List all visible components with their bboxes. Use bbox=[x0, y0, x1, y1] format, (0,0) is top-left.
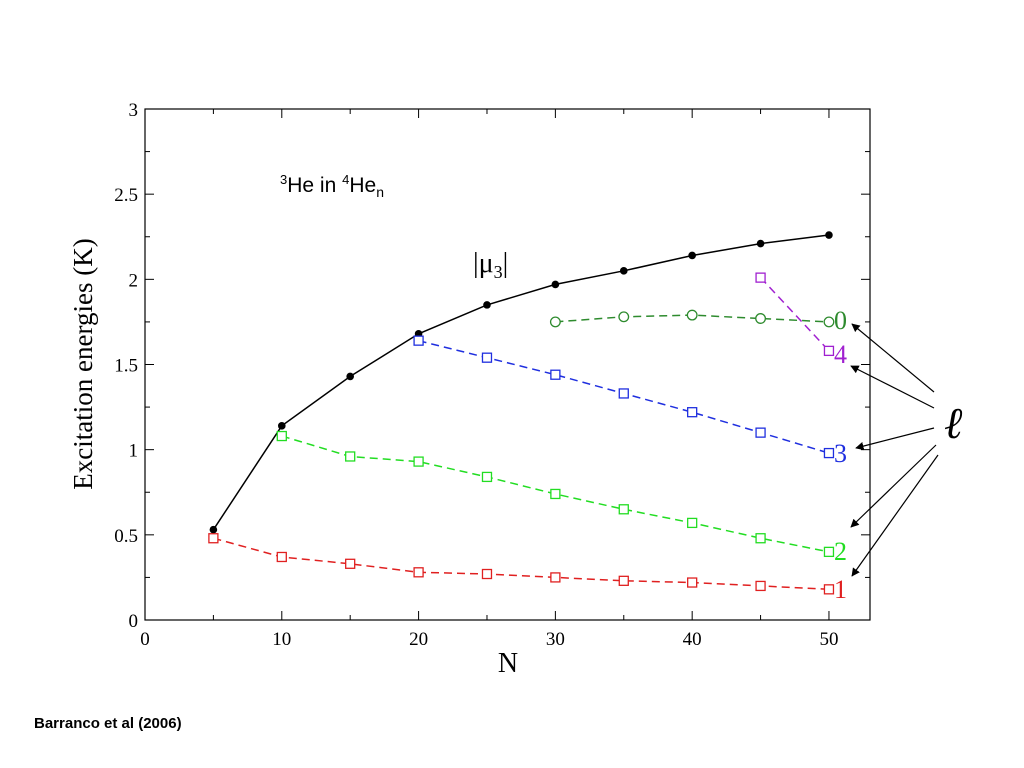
y-tick-label: 1.5 bbox=[114, 356, 138, 377]
arrow-to-0 bbox=[851, 323, 935, 393]
x-tick-label: 50 bbox=[819, 629, 838, 650]
x-tick-label: 0 bbox=[140, 629, 150, 650]
data-point bbox=[755, 580, 766, 592]
data-point bbox=[345, 451, 356, 462]
series-line bbox=[212, 234, 830, 531]
x-tick-label: 30 bbox=[546, 629, 565, 650]
mu3-bar-right: | bbox=[503, 248, 509, 279]
data-point bbox=[277, 422, 286, 430]
data-point bbox=[481, 568, 493, 580]
data-point bbox=[483, 301, 491, 309]
series-group bbox=[276, 430, 835, 558]
data-point bbox=[550, 369, 561, 380]
data-point bbox=[619, 267, 628, 275]
series-group bbox=[209, 231, 833, 534]
citation-caption: Barranco et al (2006) bbox=[34, 715, 182, 732]
data-point bbox=[823, 345, 835, 357]
series-group bbox=[549, 309, 835, 328]
data-point bbox=[618, 575, 629, 586]
annotation-iso3: 3 bbox=[280, 172, 287, 187]
y-tick-label: 0 bbox=[129, 611, 139, 632]
data-point bbox=[276, 551, 287, 563]
data-point bbox=[823, 546, 835, 558]
ell-arrows bbox=[850, 323, 939, 577]
data-point bbox=[550, 572, 561, 583]
series-label-0: 0 bbox=[834, 306, 847, 335]
annotation-sub: n bbox=[376, 184, 384, 200]
series-group bbox=[208, 533, 835, 595]
series-label-4: 4 bbox=[834, 340, 847, 369]
y-tick-label: 1 bbox=[129, 441, 139, 462]
data-point bbox=[549, 316, 561, 328]
data-point bbox=[413, 335, 424, 346]
mu3-mu: μ bbox=[479, 248, 494, 279]
data-point bbox=[618, 388, 629, 399]
data-point bbox=[481, 352, 493, 363]
data-point bbox=[755, 272, 766, 283]
x-tick-label: 40 bbox=[683, 629, 702, 650]
series-line bbox=[213, 537, 830, 591]
annotation-text1: He in bbox=[287, 174, 342, 197]
series-layer bbox=[208, 231, 835, 595]
mu3-bar-left: | bbox=[473, 248, 479, 279]
arrow-to-1 bbox=[851, 454, 939, 577]
data-point bbox=[345, 558, 356, 569]
ell-symbol: ℓ bbox=[944, 399, 963, 448]
series-label-1: 1 bbox=[834, 575, 847, 604]
data-point bbox=[618, 504, 629, 515]
arrow-to-3 bbox=[855, 427, 935, 451]
data-point bbox=[687, 517, 698, 529]
mu3-sub: 3 bbox=[494, 262, 503, 282]
data-point bbox=[823, 447, 835, 459]
data-point bbox=[755, 533, 766, 544]
data-point bbox=[618, 311, 630, 323]
annotation-text2: He bbox=[349, 174, 376, 197]
series-label-2: 2 bbox=[834, 537, 847, 566]
data-point bbox=[687, 577, 698, 588]
data-point bbox=[687, 407, 698, 418]
data-point bbox=[346, 372, 354, 381]
x-tick-label: 20 bbox=[409, 629, 428, 650]
data-point bbox=[688, 251, 696, 260]
label-mu3: |μ3| bbox=[473, 248, 508, 282]
arrow-to-4 bbox=[850, 365, 935, 409]
data-point bbox=[755, 427, 766, 438]
series-line bbox=[760, 277, 830, 352]
arrow-to-2 bbox=[850, 444, 937, 528]
data-point bbox=[823, 316, 835, 328]
data-point bbox=[209, 525, 218, 534]
annotation-iso4: 4 bbox=[342, 172, 349, 187]
data-point bbox=[550, 488, 561, 500]
data-point bbox=[756, 239, 765, 248]
y-tick-label: 3 bbox=[129, 100, 139, 121]
data-point bbox=[755, 313, 767, 324]
x-axis-title: N bbox=[498, 648, 518, 679]
data-point bbox=[481, 471, 493, 483]
data-point bbox=[551, 280, 560, 289]
data-point bbox=[413, 456, 424, 467]
data-point bbox=[686, 309, 698, 321]
y-tick-label: 2.5 bbox=[114, 185, 138, 206]
x-tick-label: 10 bbox=[272, 629, 291, 650]
series-group bbox=[413, 335, 835, 459]
data-point bbox=[823, 584, 835, 595]
data-point bbox=[276, 430, 287, 442]
chart-annotation: 3He in 4Hen bbox=[280, 172, 384, 200]
series-label-3: 3 bbox=[834, 439, 847, 468]
y-tick-label: 0.5 bbox=[114, 526, 138, 547]
y-tick-label: 2 bbox=[129, 270, 139, 291]
data-point bbox=[413, 567, 424, 578]
y-axis-title: Excitation energies (K) bbox=[68, 238, 98, 489]
series-group bbox=[755, 272, 835, 357]
data-point bbox=[208, 533, 219, 544]
data-point bbox=[825, 231, 833, 239]
